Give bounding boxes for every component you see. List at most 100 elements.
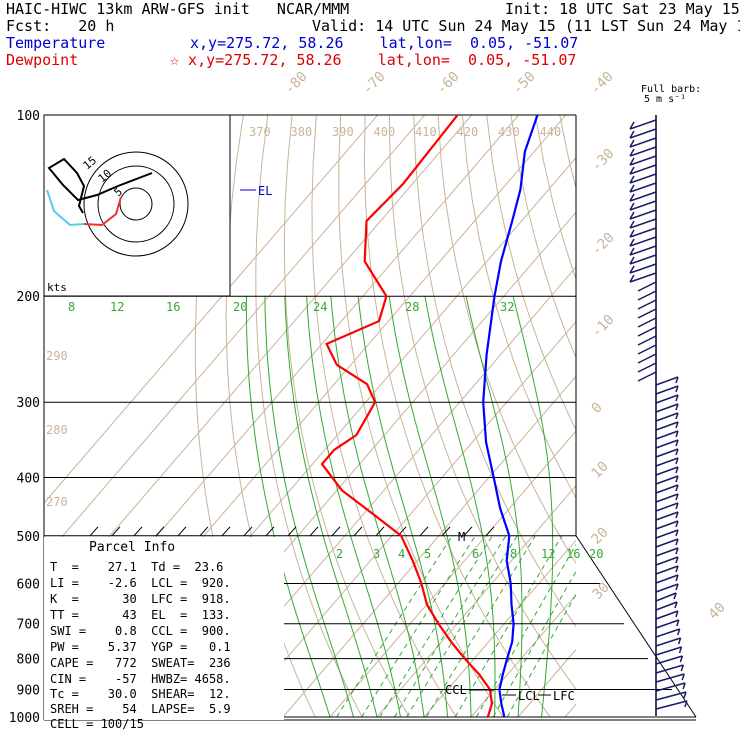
- wind-barb: [655, 637, 681, 647]
- hatch-mark: [463, 526, 473, 537]
- isotherm-line: [44, 115, 379, 504]
- frame-right-lower: [575, 535, 697, 718]
- parcel-row: CAPE = 772 SWEAT= 236: [50, 656, 231, 670]
- moist-adiabat-line: [512, 296, 554, 718]
- dry-adiabat-line: [388, 115, 576, 691]
- hatch-mark: [199, 526, 209, 537]
- wind-barb-flag: [629, 193, 635, 202]
- pressure-tick-label: 800: [17, 653, 40, 668]
- hodograph-trace-surface: [83, 196, 122, 227]
- theta-label: 440: [540, 125, 562, 139]
- theta-label: 370: [249, 125, 271, 139]
- wind-barb-flag: [675, 457, 679, 465]
- pressure-tick-label: 700: [17, 618, 40, 633]
- wind-barb-flag: [675, 520, 679, 528]
- wind-barb: [655, 448, 679, 458]
- wind-barb-flag: [675, 376, 679, 384]
- wind-barb: [655, 682, 686, 692]
- wind-barb: [655, 583, 679, 593]
- mixing-ratio-line: [406, 535, 518, 718]
- pressure-tick-label: 600: [17, 577, 40, 592]
- wind-barb-flag: [629, 211, 635, 220]
- hodograph-trace-low: [46, 189, 85, 227]
- temperature-label: Temperature: [6, 34, 106, 52]
- wind-barb-flag: [629, 175, 635, 184]
- wind-barb-flag: [629, 184, 635, 193]
- dry-adiabat-line: [534, 115, 576, 281]
- wind-barb: [655, 502, 679, 512]
- header-init: Init: 18 UTC Sat 23 May 15: [505, 0, 740, 18]
- parcel-row: CIN = -57 HWBZ= 4658.: [50, 672, 231, 686]
- wind-barb: [637, 362, 657, 373]
- wind-barb: [629, 272, 657, 283]
- dry-adiabat-line: [584, 115, 740, 717]
- isotherm-line: [564, 703, 576, 718]
- wind-barb-flag: [674, 601, 678, 609]
- wind-barb: [637, 308, 657, 319]
- hatch-mark: [133, 526, 143, 537]
- isotherm-label: 10: [589, 459, 612, 482]
- hatch-mark: [89, 526, 99, 537]
- isotherm-label: -50: [510, 69, 539, 98]
- sounding-level-label: EL: [258, 184, 272, 198]
- hatch-mark: [419, 526, 429, 537]
- mixing-ratio-label: 20: [233, 300, 247, 314]
- isotherm-label: -40: [588, 69, 617, 98]
- wind-barb-flag: [675, 412, 679, 420]
- mixing-ratio-line: [394, 535, 507, 718]
- hodograph-trace-upper: [47, 157, 153, 214]
- hatch-mark: [485, 526, 495, 537]
- wind-barb: [637, 299, 657, 310]
- wind-barb: [629, 245, 657, 256]
- isotherm-line: [376, 484, 576, 718]
- dry-adiabat-line: [559, 115, 576, 190]
- dry-adiabat-line: [608, 115, 740, 717]
- isotherm-label: -20: [589, 230, 618, 259]
- wind-barb: [629, 191, 657, 202]
- hatch-mark: [441, 526, 451, 537]
- parcel-info-box: [44, 537, 284, 720]
- wind-barb: [655, 394, 679, 404]
- wind-barb: [655, 385, 679, 395]
- wind-barb-flag: [675, 529, 679, 537]
- wind-barb: [629, 218, 657, 229]
- wind-barb: [629, 146, 657, 157]
- hodograph-inset: [43, 114, 231, 297]
- wind-barb-flag: [629, 247, 635, 256]
- mixing-ratio-label: 5: [424, 547, 431, 561]
- mixing-ratio-label: 8: [68, 300, 75, 314]
- isotherm-line: [44, 115, 473, 614]
- theta-label: 280: [46, 423, 68, 437]
- theta-label: 380: [291, 125, 313, 139]
- dry-adiabat-line: [706, 115, 740, 717]
- theta-label: 290: [46, 349, 68, 363]
- wind-barb-flag: [629, 121, 635, 130]
- wind-barb: [637, 317, 657, 328]
- pressure-tick-label: 300: [17, 396, 40, 411]
- wind-barb-flag: [629, 229, 635, 238]
- wind-barb: [629, 137, 657, 148]
- pressure-tick-label: 400: [17, 471, 40, 486]
- wind-barb-flag: [675, 394, 679, 402]
- dewpoint-label: Dewpoint: [6, 51, 79, 69]
- mixing-ratio-label: 12: [110, 300, 124, 314]
- mixing-ratio-label: 3: [373, 547, 380, 561]
- wind-barb-flag: [675, 583, 679, 591]
- theta-label: 390: [332, 125, 354, 139]
- mixing-ratio-label: 24: [313, 300, 327, 314]
- wind-barb-flag: [681, 673, 685, 681]
- wind-barb-flag: [682, 682, 686, 690]
- header-forecast: Fcst: 20 h: [6, 17, 115, 35]
- wind-barb: [655, 430, 679, 440]
- wind-barb: [655, 529, 679, 539]
- wind-barb-flag: [675, 574, 679, 582]
- mixing-ratio-label: 4: [398, 547, 405, 561]
- wind-barb-flag: [629, 139, 635, 148]
- wind-barb: [655, 412, 679, 422]
- wind-barb: [655, 655, 683, 665]
- barb-legend-title: Full barb:: [641, 84, 702, 95]
- wind-barb-flag: [629, 157, 635, 166]
- isotherm-label: -60: [434, 69, 463, 98]
- wind-barb-flag: [629, 265, 635, 274]
- theta-label: 430: [498, 125, 520, 139]
